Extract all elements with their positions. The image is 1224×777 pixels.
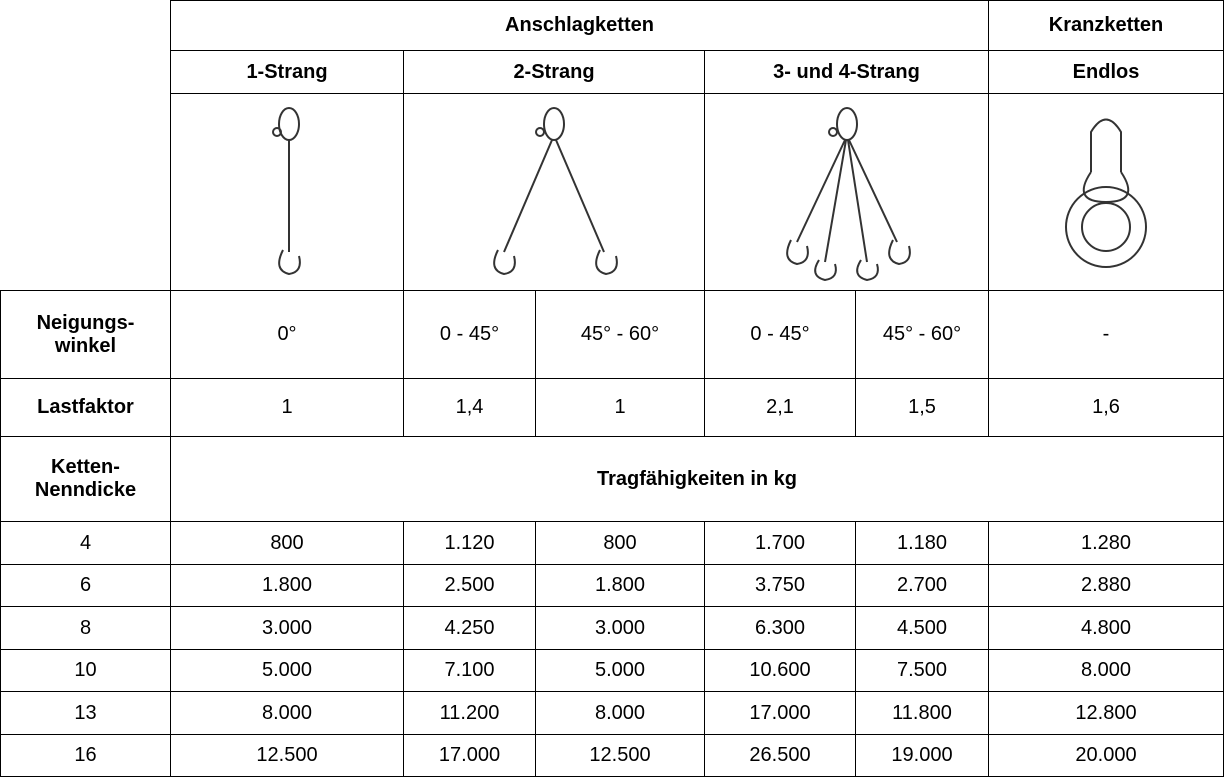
capacity-cell: 3.000 (171, 607, 404, 650)
capacity-cell: 1.120 (404, 522, 536, 565)
label-line: Nenndicke (35, 479, 136, 501)
row-label: Lastfaktor (1, 379, 171, 437)
angle-cell: 0° (171, 291, 404, 379)
capacity-cell: 12.500 (171, 735, 404, 777)
row-label: Ketten-Nenndicke (1, 437, 171, 522)
factor-cell: 1 (536, 379, 705, 437)
row-label: Neigungs-winkel (1, 291, 171, 379)
capacity-cell: 8.000 (171, 692, 404, 735)
capacity-cell: 19.000 (856, 735, 989, 777)
capacity-cell: 8.000 (536, 692, 705, 735)
factor-cell: 1,4 (404, 379, 536, 437)
capacity-cell: 2.500 (404, 565, 536, 607)
two-leg-icon (454, 102, 654, 282)
label-line: Ketten- (51, 456, 120, 478)
capacity-cell: 800 (536, 522, 705, 565)
capacity-cell: 11.800 (856, 692, 989, 735)
label-line: winkel (55, 335, 116, 357)
angle-cell: 0 - 45° (705, 291, 856, 379)
capacity-cell: 3.750 (705, 565, 856, 607)
group-header: Kranzketten (989, 1, 1224, 51)
page: Anschlagketten Kranzketten 1-Strang 2-St… (0, 0, 1224, 776)
angle-cell: 0 - 45° (404, 291, 536, 379)
factor-cell: 1 (171, 379, 404, 437)
capacity-cell: 1.700 (705, 522, 856, 565)
thickness-cell: 4 (1, 522, 171, 565)
capacity-cell: 17.000 (705, 692, 856, 735)
icon-cell (989, 94, 1224, 291)
capacity-cell: 5.000 (536, 650, 705, 692)
angle-cell: 45° - 60° (536, 291, 705, 379)
thickness-cell: 16 (1, 735, 171, 777)
icon-cell (404, 94, 705, 291)
capacity-cell: 6.300 (705, 607, 856, 650)
factor-cell: 1,6 (989, 379, 1224, 437)
capacity-cell: 800 (171, 522, 404, 565)
thickness-cell: 6 (1, 565, 171, 607)
capacity-cell: 26.500 (705, 735, 856, 777)
capacity-table: Anschlagketten Kranzketten 1-Strang 2-St… (0, 0, 1224, 777)
corner (1, 1, 171, 291)
capacity-cell: 7.100 (404, 650, 536, 692)
capacity-cell: 1.280 (989, 522, 1224, 565)
label-line: Neigungs- (37, 312, 135, 334)
capacity-cell: 10.600 (705, 650, 856, 692)
strand-header: Endlos (989, 51, 1224, 94)
capacity-cell: 11.200 (404, 692, 536, 735)
one-leg-icon (247, 102, 327, 282)
capacity-cell: 4.500 (856, 607, 989, 650)
thickness-cell: 8 (1, 607, 171, 650)
capacity-cell: 7.500 (856, 650, 989, 692)
angle-cell: - (989, 291, 1224, 379)
capacity-cell: 12.500 (536, 735, 705, 777)
capacity-cell: 2.880 (989, 565, 1224, 607)
thickness-cell: 10 (1, 650, 171, 692)
capacity-cell: 20.000 (989, 735, 1224, 777)
factor-cell: 1,5 (856, 379, 989, 437)
capacity-cell: 1.800 (536, 565, 705, 607)
factor-cell: 2,1 (705, 379, 856, 437)
endless-icon (1051, 102, 1161, 282)
capacity-cell: 1.800 (171, 565, 404, 607)
strand-header: 3- und 4-Strang (705, 51, 989, 94)
icon-cell (705, 94, 989, 291)
capacity-cell: 4.250 (404, 607, 536, 650)
strand-header: 1-Strang (171, 51, 404, 94)
capacity-cell: 4.800 (989, 607, 1224, 650)
strand-header: 2-Strang (404, 51, 705, 94)
angle-cell: 45° - 60° (856, 291, 989, 379)
capacity-cell: 8.000 (989, 650, 1224, 692)
capacity-cell: 5.000 (171, 650, 404, 692)
icon-cell (171, 94, 404, 291)
capacity-cell: 2.700 (856, 565, 989, 607)
capacity-cell: 1.180 (856, 522, 989, 565)
capacity-cell: 3.000 (536, 607, 705, 650)
capacity-cell: 12.800 (989, 692, 1224, 735)
caption-cell: Tragfähigkeiten in kg (171, 437, 1224, 522)
thickness-cell: 13 (1, 692, 171, 735)
four-leg-icon (747, 102, 947, 282)
capacity-cell: 17.000 (404, 735, 536, 777)
group-header: Anschlagketten (171, 1, 989, 51)
